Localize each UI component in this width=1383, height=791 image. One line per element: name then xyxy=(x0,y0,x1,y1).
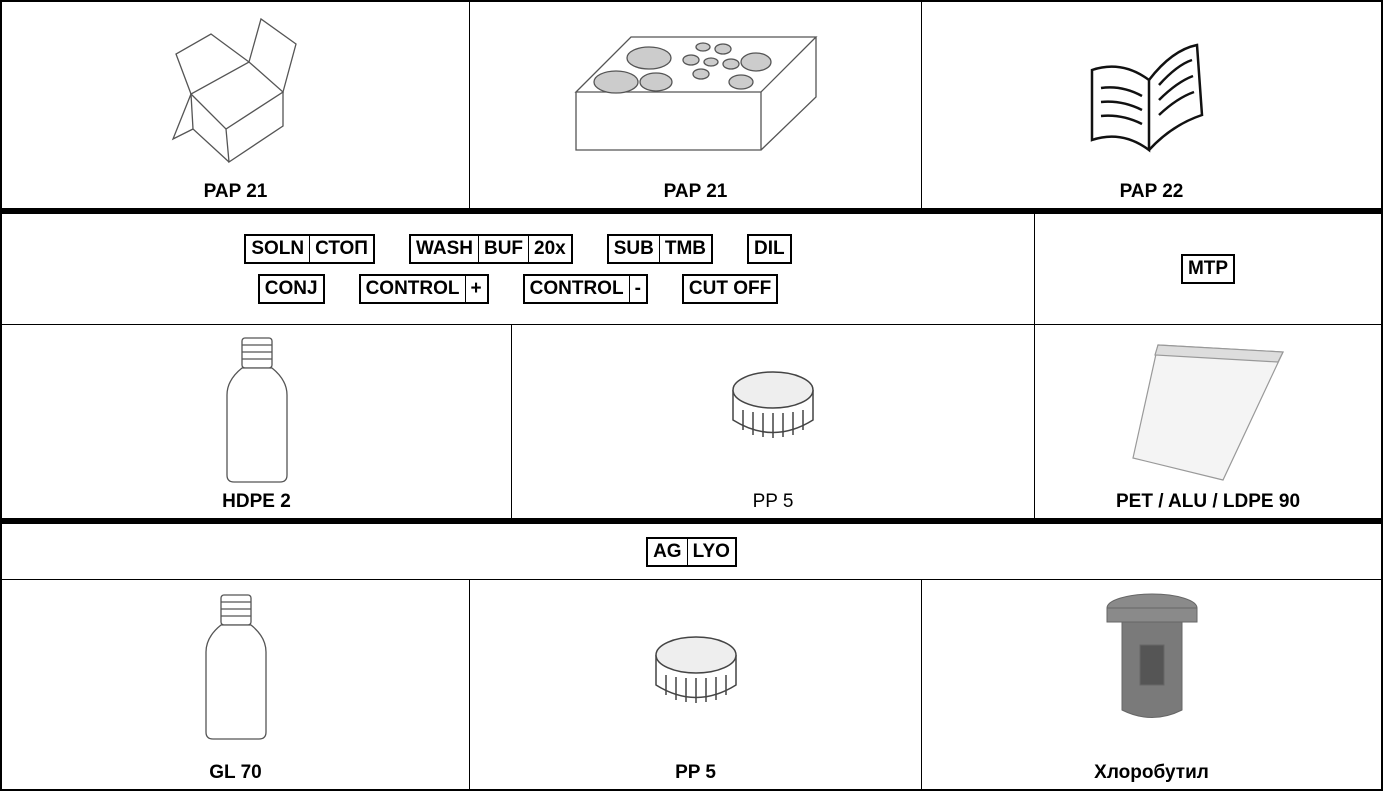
bottle-icon xyxy=(225,337,288,483)
symbol-text: СТОП xyxy=(309,236,373,262)
symbol-text: WASH xyxy=(415,238,473,259)
label: Хлоробутил xyxy=(1094,762,1209,783)
symbol-text: DIL xyxy=(754,238,785,259)
symbol-text: MTP xyxy=(1187,258,1229,279)
cell: HDPE 2 xyxy=(2,325,512,519)
symbol-text: SUB xyxy=(613,238,654,259)
symbol-text: CUT OFF xyxy=(688,278,772,299)
symbol-box: SUB TMB xyxy=(606,234,714,264)
symbol-line: AG LYO xyxy=(646,536,737,567)
symbol-box: SOLN СТОП xyxy=(244,234,375,264)
symbol-text: AG xyxy=(653,540,682,562)
cell: PET / ALU / LDPE 90 xyxy=(1035,325,1381,519)
label: PET / ALU / LDPE 90 xyxy=(1115,491,1301,512)
symbol-text: - xyxy=(628,276,646,302)
cell: MTP xyxy=(1035,214,1381,325)
symbol-box: WASH BUF 20x xyxy=(408,234,573,264)
symbol-box: MTP xyxy=(1180,254,1236,284)
cell: PAP 21 xyxy=(2,2,470,209)
label: PAP 21 xyxy=(203,181,268,202)
tray-icon xyxy=(573,36,818,151)
cell: Хлоробутил xyxy=(922,580,1381,789)
symbol-box: CUT OFF xyxy=(681,274,779,304)
symbol-text: TMB xyxy=(658,236,711,262)
separator xyxy=(2,209,1381,214)
symbol-box: CONJ xyxy=(257,274,325,304)
pouch-icon xyxy=(1132,344,1284,481)
symbol-box: AG LYO xyxy=(646,536,737,567)
cap-icon xyxy=(654,636,737,703)
cell: PP 5 xyxy=(512,325,1035,519)
label: PAP 22 xyxy=(1119,181,1184,202)
label: GL 70 xyxy=(209,762,262,783)
symbol-line: SOLN СТОП WASH BUF 20x SUB TMB DIL xyxy=(244,234,792,264)
cap-icon xyxy=(732,371,814,438)
cell: PAP 22 xyxy=(922,2,1381,209)
symbol-text: CONJ xyxy=(264,278,318,299)
label: PP 5 xyxy=(752,491,794,512)
symbol-group: MTP xyxy=(1035,254,1381,284)
cell: PP 5 xyxy=(470,580,922,789)
cell: AG LYO xyxy=(2,524,1381,580)
label: PAP 21 xyxy=(663,181,728,202)
symbol-text: 20x xyxy=(528,236,571,262)
cell: SOLN СТОП WASH BUF 20x SUB TMB DIL CONJ CONTROL + C… xyxy=(2,214,1035,325)
symbol-text: BUF xyxy=(477,236,528,262)
symbol-line: MTP xyxy=(1180,254,1236,284)
symbol-box: CONTROL - xyxy=(522,274,648,304)
symbol-text: + xyxy=(464,276,487,302)
bottle-icon xyxy=(204,594,267,740)
symbol-group: AG LYO xyxy=(2,536,1381,567)
stopper-icon xyxy=(1106,593,1197,718)
symbol-group: SOLN СТОП WASH BUF 20x SUB TMB DIL CONJ CONTROL + C… xyxy=(2,234,1034,304)
symbol-text: CONTROL xyxy=(365,278,460,299)
symbol-text: SOLN xyxy=(251,238,305,259)
symbol-box: CONTROL + xyxy=(358,274,489,304)
symbol-text: CONTROL xyxy=(529,278,624,299)
cell: GL 70 xyxy=(2,580,470,789)
cell: PAP 21 xyxy=(470,2,922,209)
symbol-box: DIL xyxy=(747,234,792,264)
symbol-line: CONJ CONTROL + CONTROL - CUT OFF xyxy=(257,274,779,304)
label: PP 5 xyxy=(675,762,716,783)
book-icon xyxy=(1090,43,1203,153)
label: HDPE 2 xyxy=(222,491,291,512)
separator xyxy=(2,519,1381,524)
box-icon xyxy=(171,17,297,164)
symbol-text: LYO xyxy=(686,538,735,565)
